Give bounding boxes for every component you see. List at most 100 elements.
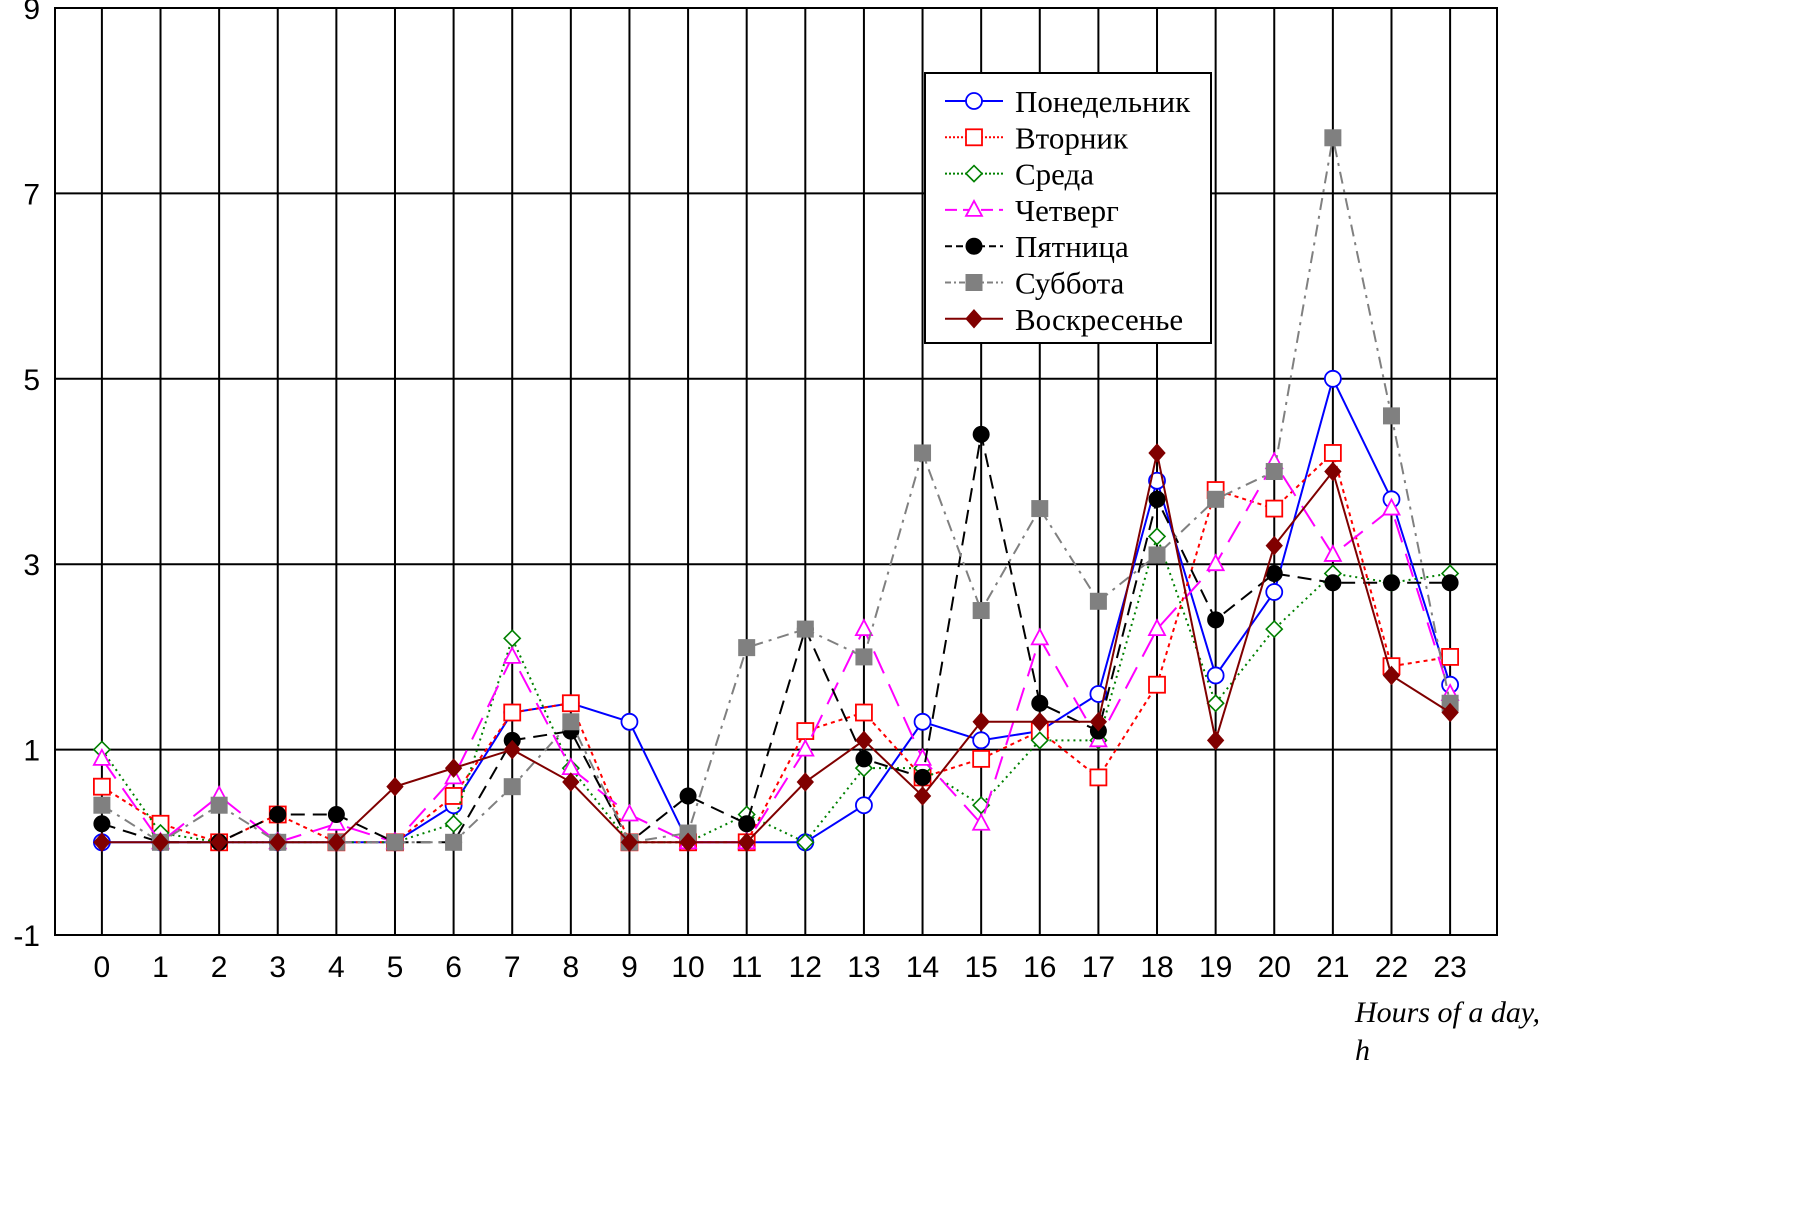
data-point: [855, 648, 873, 666]
data-point: [1265, 583, 1284, 601]
data-point: [914, 444, 932, 462]
legend-item-3: Среда: [945, 157, 1094, 192]
data-point: [972, 602, 990, 620]
series-line: [101, 452, 1451, 844]
legend-item-7: Воскресенье: [945, 302, 1183, 337]
data-point: [796, 722, 815, 740]
data-point: [1324, 129, 1342, 147]
legend-label: Пятница: [1015, 229, 1129, 264]
data-point: [1265, 619, 1284, 639]
data-point: [327, 832, 346, 853]
data-point: [1089, 768, 1108, 787]
x-tick-label: 5: [387, 951, 404, 984]
data-point: [269, 805, 287, 823]
x-tick-label: 13: [847, 951, 880, 984]
legend-label: Воскресенье: [1015, 302, 1183, 337]
x-axis-label-line-2: h: [1355, 1034, 1370, 1067]
x-tick-label: 1: [152, 951, 169, 984]
data-point: [444, 814, 463, 833]
x-axis-label-line-1: Hours of a day,: [1354, 996, 1540, 1029]
y-tick-label: 7: [23, 178, 40, 211]
legend-label: Суббота: [1015, 266, 1125, 301]
data-point: [1207, 611, 1225, 629]
legend-item-2: Вторник: [945, 120, 1129, 155]
legend-label: Среда: [1015, 157, 1094, 192]
data-point: [855, 750, 873, 768]
data-point: [1206, 694, 1225, 713]
x-tick-label: 12: [789, 951, 822, 984]
data-point: [1148, 443, 1166, 463]
data-point: [679, 832, 697, 853]
data-point: [619, 803, 639, 822]
data-point: [151, 832, 170, 853]
legend-label: Четверг: [1015, 193, 1119, 228]
data-point: [972, 425, 990, 443]
data-point: [1265, 499, 1284, 518]
data-point: [796, 772, 814, 792]
data-point: [738, 639, 756, 657]
data-point: [679, 787, 697, 805]
legend-marker: [965, 274, 983, 291]
data-point: [1206, 730, 1225, 751]
data-point: [1324, 461, 1342, 482]
series-line: [101, 451, 1451, 844]
data-point: [503, 739, 521, 760]
data-point: [972, 712, 990, 732]
data-point: [1441, 702, 1459, 723]
data-point: [796, 620, 814, 638]
data-point: [1441, 648, 1460, 666]
legend: ПонедельникВторникСредаЧетвергПятницаСуб…: [924, 72, 1212, 344]
data-point: [855, 730, 873, 751]
y-tick-label: -1: [13, 920, 40, 953]
data-point: [503, 778, 521, 796]
x-tick-label: 20: [1258, 951, 1291, 984]
data-point: [971, 812, 991, 831]
legend-item-6: Суббота: [945, 266, 1125, 301]
data-point: [210, 796, 228, 814]
x-tick-label: 23: [1433, 951, 1466, 984]
data-point: [620, 832, 639, 853]
x-tick-label: 22: [1375, 951, 1408, 984]
data-point: [913, 786, 932, 806]
data-point: [93, 796, 111, 814]
x-tick-label: 7: [504, 951, 521, 984]
data-point: [1265, 564, 1283, 582]
data-point: [444, 758, 463, 778]
x-tick-label: 17: [1082, 951, 1115, 984]
y-tick-label: 1: [23, 735, 40, 768]
data-point: [445, 833, 463, 851]
data-point: [1030, 627, 1050, 646]
data-point: [738, 815, 756, 833]
legend-marker: [965, 237, 983, 255]
legend-item-1: Понедельник: [945, 84, 1191, 119]
series-line: [101, 137, 1452, 844]
data-point: [561, 694, 580, 713]
data-point: [503, 703, 522, 722]
data-point: [386, 776, 404, 797]
plot-frame: [54, 7, 1498, 936]
data-point: [620, 712, 639, 731]
data-point: [92, 747, 112, 766]
y-axis-ticks: -1 1 3 5 7 9: [13, 0, 40, 953]
x-tick-label: 18: [1140, 951, 1173, 984]
legend-item-4: Четверг: [945, 193, 1119, 228]
series-7: [93, 443, 1459, 853]
data-point: [1381, 497, 1401, 516]
data-point: [855, 703, 873, 722]
data-point: [1148, 490, 1166, 508]
data-point: [93, 815, 111, 833]
legend-marker: [965, 128, 983, 147]
y-tick-label: 3: [23, 549, 40, 582]
data-point: [210, 832, 228, 853]
legend-marker: [964, 198, 984, 217]
data-point: [1030, 731, 1049, 750]
x-tick-label: 8: [562, 951, 579, 984]
data-point: [1324, 574, 1342, 592]
data-point: [1265, 463, 1283, 480]
data-point: [854, 618, 874, 636]
data-point: [1148, 546, 1166, 564]
x-tick-label: 21: [1316, 951, 1349, 984]
series-line: [101, 460, 1452, 844]
